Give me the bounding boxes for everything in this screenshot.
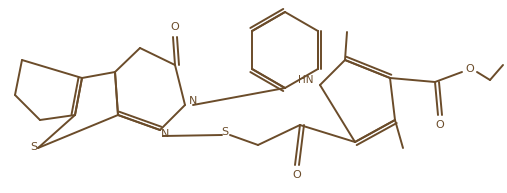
Text: S: S (30, 142, 38, 152)
Text: S: S (222, 127, 229, 137)
Text: N: N (189, 96, 197, 106)
Text: N: N (161, 129, 169, 139)
Text: O: O (465, 64, 475, 74)
Text: O: O (171, 22, 179, 32)
Text: O: O (293, 170, 301, 180)
Text: O: O (436, 120, 444, 130)
Text: HN: HN (298, 75, 314, 85)
